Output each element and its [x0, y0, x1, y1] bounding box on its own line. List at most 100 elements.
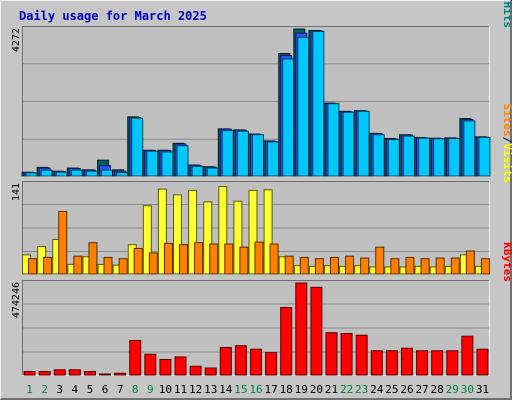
bar-kbytes-day-20 [310, 286, 323, 376]
bar-sites-day-22 [345, 255, 355, 275]
bar-sites-day-8 [133, 247, 143, 275]
bar-sites-day-7 [118, 258, 128, 275]
bar-pages-day-25 [387, 139, 400, 177]
bar-kbytes-day-26 [400, 347, 413, 376]
bar-pages-day-4 [70, 169, 83, 177]
bar-kbytes-day-28 [431, 350, 444, 376]
bar-pages-day-17 [267, 141, 280, 177]
bar-pages-day-20 [312, 30, 325, 177]
bar-kbytes-day-22 [340, 332, 353, 376]
bar-kbytes-day-24 [370, 350, 383, 376]
bar-pages-day-8 [131, 117, 144, 177]
bar-visits-day-9 [142, 205, 152, 275]
bar-kbytes-day-17 [265, 351, 278, 376]
legend-label: Visits [501, 143, 512, 183]
bar-visits-day-17 [263, 189, 273, 275]
bar-sites-day-31 [480, 258, 490, 275]
bar-sites-day-9 [148, 252, 158, 275]
day-label-15: 15 [234, 383, 247, 396]
bar-sites-day-11 [179, 244, 189, 275]
bar-pages-day-18 [282, 58, 295, 177]
bar-pages-day-31 [478, 136, 491, 177]
bar-pages-day-19 [297, 36, 310, 177]
bar-kbytes-day-30 [461, 335, 474, 376]
bar-pages-day-2 [40, 169, 53, 177]
panel-visits: 141 Sites/Visits [11, 104, 512, 275]
bar-pages-day-14 [221, 130, 234, 177]
day-label-12: 12 [189, 383, 202, 396]
bar-kbytes-day-23 [355, 334, 368, 376]
bar-visits-day-15 [233, 200, 243, 275]
bar-kbytes-day-12 [189, 365, 202, 376]
bar-sites-day-12 [194, 242, 204, 275]
bar-visits-day-13 [203, 201, 213, 275]
day-label-20: 20 [310, 383, 323, 396]
day-label-30: 30 [461, 383, 474, 396]
bar-sites-day-14 [224, 243, 234, 275]
chart-title: Daily usage for March 2025 [19, 9, 207, 23]
bar-sites-day-4 [73, 255, 83, 275]
bar-kbytes-day-19 [295, 282, 308, 376]
day-label-4: 4 [72, 383, 79, 396]
bar-sites-day-30 [465, 250, 475, 275]
bar-kbytes-day-1 [23, 371, 36, 376]
legend-label: Sites [501, 104, 512, 137]
day-label-6: 6 [102, 383, 109, 396]
bar-sites-day-6 [103, 256, 113, 275]
bar-kbytes-day-25 [385, 350, 398, 376]
bar-pages-day-1 [25, 172, 38, 177]
day-label-1: 1 [26, 383, 33, 396]
bar-visits-day-14 [218, 186, 228, 275]
bar-kbytes-day-27 [416, 350, 429, 376]
bar-pages-day-7 [116, 172, 129, 177]
bar-visits-day-10 [157, 188, 167, 275]
bar-sites-day-2 [43, 256, 53, 275]
bar-kbytes-day-15 [234, 345, 247, 376]
day-label-23: 23 [355, 383, 368, 396]
bar-sites-day-13 [209, 243, 219, 275]
day-label-21: 21 [325, 383, 338, 396]
day-label-7: 7 [117, 383, 124, 396]
bar-kbytes-day-3 [53, 369, 66, 376]
bar-sites-day-19 [299, 256, 309, 275]
bar-sites-day-3 [58, 210, 68, 275]
legend-label: KBytes [501, 242, 512, 282]
panel-kbytes: 474246 KBytes [11, 242, 512, 376]
day-label-28: 28 [431, 383, 444, 396]
bar-sites-day-29 [450, 257, 460, 275]
bar-sites-day-17 [269, 243, 279, 275]
bar-sites-day-21 [329, 256, 339, 275]
bar-kbytes-day-6 [99, 373, 112, 376]
bar-kbytes-day-31 [476, 348, 489, 376]
bar-pages-day-22 [342, 111, 355, 177]
bar-kbytes-day-16 [250, 348, 262, 376]
bar-pages-day-21 [327, 103, 340, 177]
bar-sites-day-18 [284, 255, 294, 275]
max-label-hits: 4272 [11, 28, 22, 52]
bar-pages-day-28 [433, 138, 446, 177]
bar-pages-day-11 [176, 145, 189, 177]
bar-pages-day-3 [55, 171, 68, 177]
bar-kbytes-day-2 [38, 371, 51, 376]
panel-hits: 4272 Pages/Files/Hits [11, 0, 512, 177]
bar-pages-day-13 [206, 167, 219, 177]
bar-kbytes-day-5 [83, 371, 96, 376]
day-label-25: 25 [385, 383, 398, 396]
day-label-22: 22 [340, 383, 353, 396]
bar-visits-day-16 [248, 189, 258, 275]
bar-kbytes-day-7 [114, 372, 127, 376]
day-label-11: 11 [174, 383, 187, 396]
legend-kbytes: KBytes [501, 242, 512, 282]
legend-hits: Pages/Files/Hits [501, 0, 512, 28]
bar-pages-day-6 [101, 169, 114, 177]
day-label-3: 3 [56, 383, 63, 396]
bar-kbytes-day-4 [68, 369, 81, 376]
bar-sites-day-5 [88, 242, 98, 275]
bar-kbytes-day-18 [280, 306, 293, 376]
bar-pages-day-10 [161, 151, 174, 177]
day-label-16: 16 [249, 383, 262, 396]
bar-pages-day-23 [357, 110, 370, 177]
bar-pages-day-30 [463, 120, 476, 177]
bar-pages-day-16 [252, 134, 264, 177]
bar-kbytes-day-10 [159, 358, 172, 376]
